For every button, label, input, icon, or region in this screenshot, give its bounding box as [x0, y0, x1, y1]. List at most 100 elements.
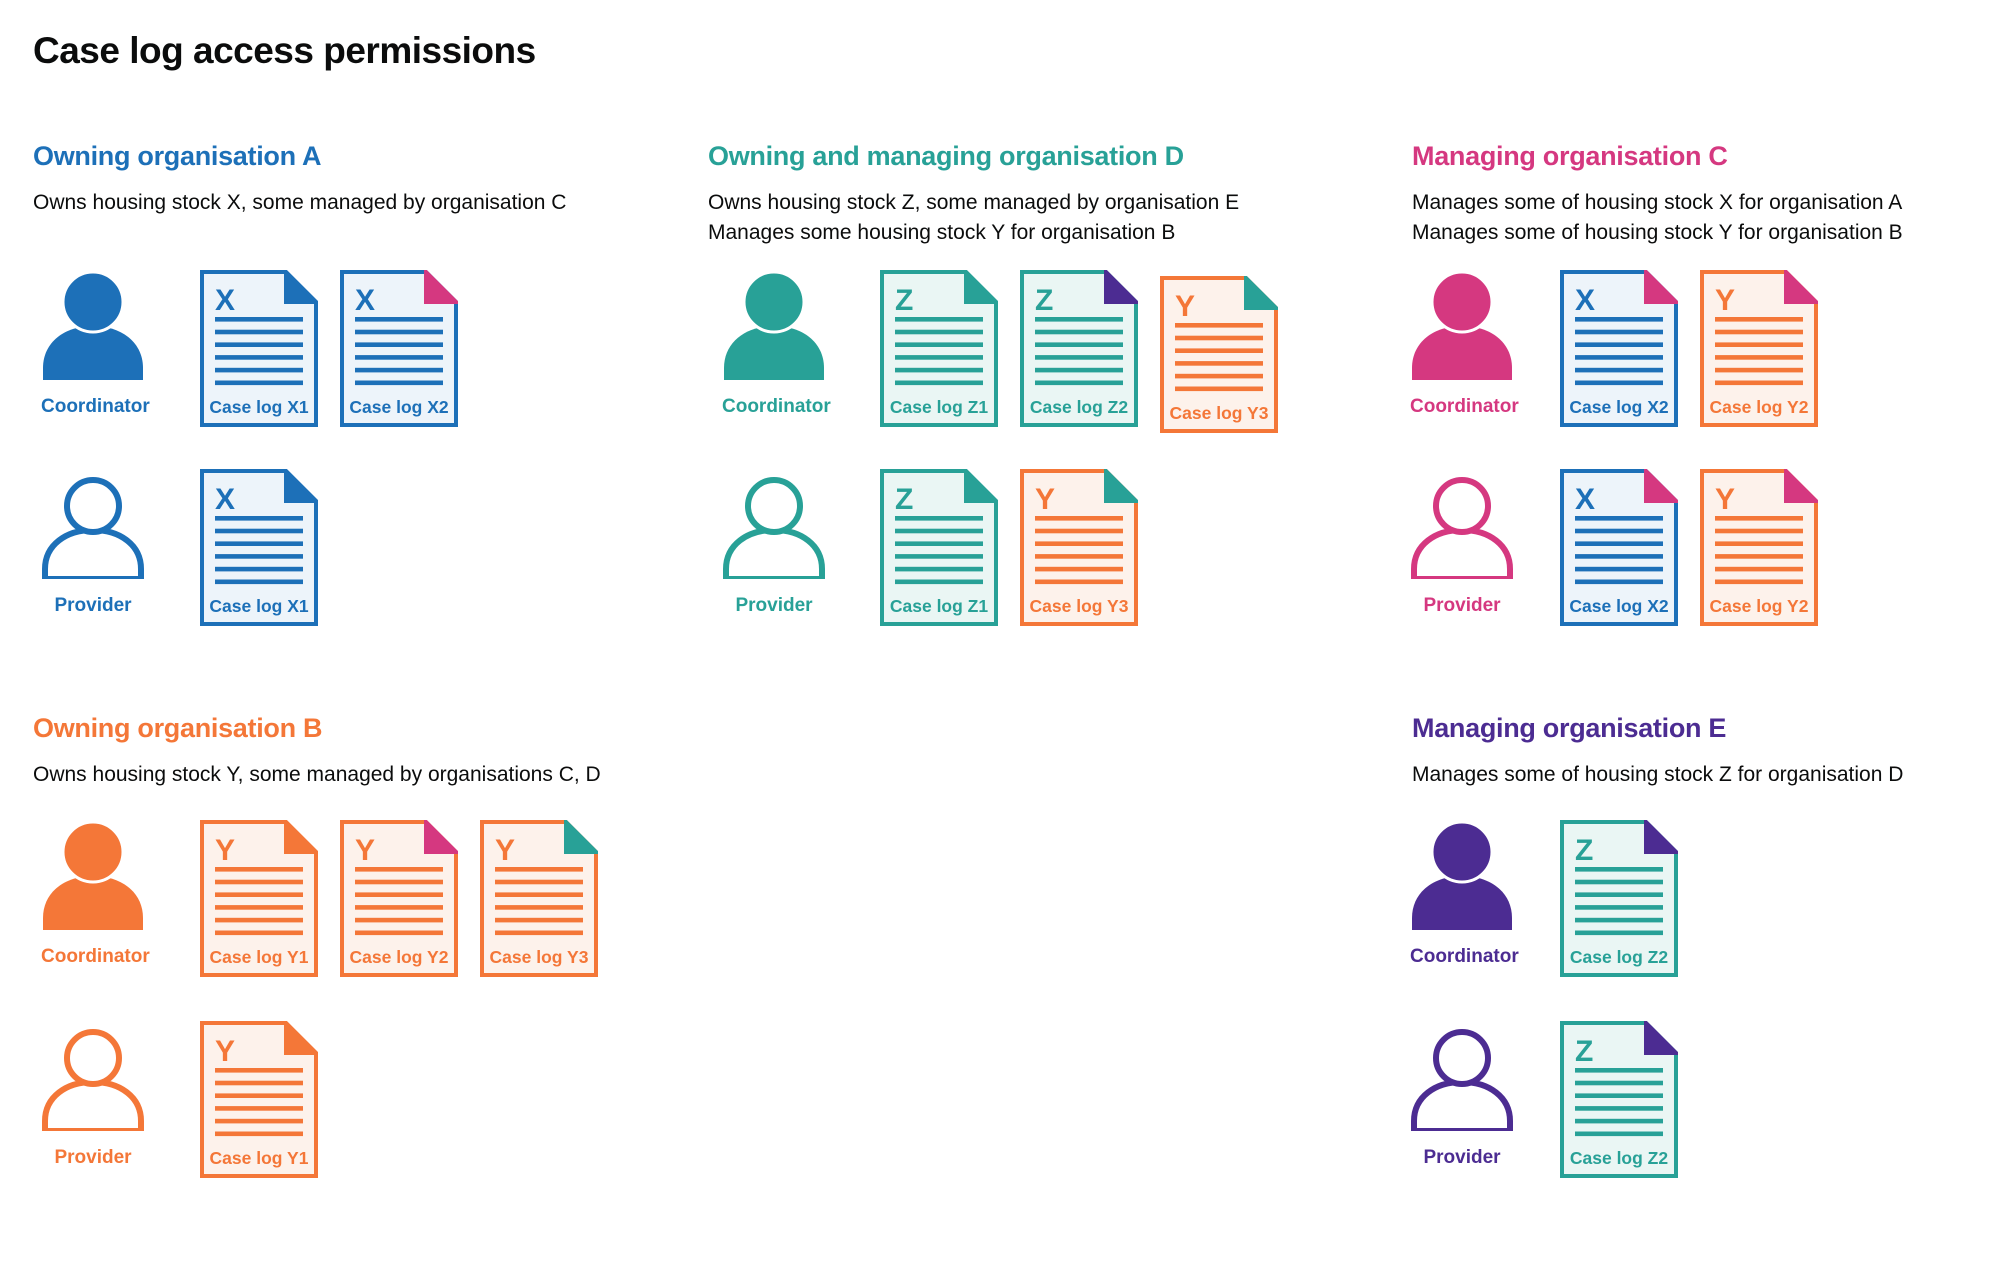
case-log-label: Case log Z2 [1570, 1148, 1668, 1168]
case-log-label: Case log X1 [209, 397, 308, 417]
person-role-label: Provider [1423, 1147, 1501, 1168]
case-log-doc: Z Case log Z1 [880, 270, 998, 427]
case-log-doc: X Case log X2 [1560, 469, 1678, 626]
stock-letter: X [1575, 483, 1595, 516]
stock-letter: X [355, 284, 375, 317]
case-log-label: Case log X2 [1569, 596, 1668, 616]
person-role-label: Coordinator [41, 946, 150, 967]
section-managing-organisation-c: Managing organisation C Manages some of … [1410, 140, 2000, 626]
stock-letter: Z [1575, 834, 1593, 867]
case-log-label: Case log Y2 [1710, 397, 1809, 417]
case-log-doc: Z Case log Z1 [880, 469, 998, 626]
stock-letter: Y [355, 834, 375, 867]
case-log-docs: Z Case log Z1 Y Case log Y3 [880, 469, 1138, 626]
coordinator-person: Coordinator [41, 820, 150, 980]
case-log-doc: X Case log X2 [1560, 270, 1678, 427]
case-log-docs: Z Case log Z1 Z Case log Z2 Y Case log Y… [880, 270, 1278, 433]
section-owning-and-managing-organisation-d: Owning and managing organisation D Owns … [708, 140, 1368, 626]
section-heading: Owning organisation B [33, 713, 323, 743]
stock-letter: Y [495, 834, 515, 867]
section-description: Owns housing stock Y, some managed by or… [33, 763, 601, 786]
case-log-label: Case log Y2 [350, 947, 449, 967]
provider-person: Provider [41, 469, 145, 629]
case-log-label: Case log Z1 [890, 397, 988, 417]
case-log-doc: Y Case log Y3 [480, 820, 598, 977]
case-log-label: Case log Z2 [1570, 947, 1668, 967]
stock-letter: Y [1715, 284, 1735, 317]
provider-outline-person-icon [1411, 477, 1513, 579]
coordinator-row: Coordinator X Case log X1 X Case log X2 [33, 270, 693, 440]
stock-letter: Z [895, 284, 913, 317]
person-role-label: Coordinator [1410, 946, 1519, 967]
stock-letter: Y [215, 1035, 235, 1068]
stock-letter: Y [1035, 483, 1055, 516]
section-description: Manages some of housing stock Z for orga… [1412, 763, 1904, 786]
provider-person: Provider [722, 469, 826, 629]
stock-letter: X [215, 483, 235, 516]
coordinator-row: Coordinator Z Case log Z1 Z Case log Z2 … [708, 270, 1368, 440]
coordinator-person: Coordinator [722, 270, 831, 430]
case-log-docs: Y Case log Y1 [200, 1021, 318, 1178]
case-log-docs: Z Case log Z2 [1560, 1021, 1678, 1178]
coordinator-filled-person-icon [1412, 822, 1512, 930]
section-description: Manages some housing stock Y for organis… [708, 221, 1176, 244]
provider-row: Provider Z Case log Z2 [1410, 1021, 2000, 1191]
case-log-doc: Y Case log Y1 [200, 820, 318, 977]
case-log-docs: X Case log X2 Y Case log Y2 [1560, 270, 1818, 427]
section-description: Owns housing stock X, some managed by or… [33, 191, 567, 214]
case-log-docs: Y Case log Y1 Y Case log Y2 Y Case log Y… [200, 820, 598, 977]
provider-person: Provider [41, 1021, 145, 1181]
person-role-label: Provider [1423, 595, 1501, 616]
case-log-label: Case log X2 [349, 397, 448, 417]
case-log-doc: X Case log X2 [340, 270, 458, 427]
case-log-label: Case log X2 [1569, 397, 1668, 417]
person-role-label: Coordinator [722, 396, 831, 417]
case-log-docs: X Case log X2 Y Case log Y2 [1560, 469, 1818, 626]
stock-letter: Z [1035, 284, 1053, 317]
provider-person: Provider [1410, 1021, 1514, 1181]
provider-person: Provider [1410, 469, 1514, 629]
coordinator-filled-person-icon [724, 272, 824, 380]
stock-letter: Z [895, 483, 913, 516]
person-role-label: Coordinator [1410, 396, 1519, 417]
section-heading: Owning organisation A [33, 141, 322, 171]
section-heading: Managing organisation C [1412, 141, 1728, 171]
case-log-doc: Y Case log Y3 [1160, 276, 1278, 433]
coordinator-filled-person-icon [1412, 272, 1512, 380]
coordinator-row: Coordinator Z Case log Z2 [1410, 820, 2000, 990]
coordinator-person: Coordinator [1410, 270, 1519, 430]
case-log-docs: Z Case log Z2 [1560, 820, 1678, 977]
page-title: Case log access permissions [33, 30, 536, 71]
case-log-doc: X Case log X1 [200, 270, 318, 427]
coordinator-filled-person-icon [43, 822, 143, 930]
case-log-label: Case log Y2 [1710, 596, 1809, 616]
case-log-label: Case log Y3 [490, 947, 589, 967]
stock-letter: Y [1175, 290, 1195, 323]
case-log-doc: Z Case log Z2 [1020, 270, 1138, 427]
provider-row: Provider X Case log X2 Y Case log Y2 [1410, 469, 2000, 639]
coordinator-row: Coordinator X Case log X2 Y Case log Y2 [1410, 270, 2000, 440]
case-log-label: Case log Y1 [210, 947, 309, 967]
case-log-doc: X Case log X1 [200, 469, 318, 626]
provider-outline-person-icon [723, 477, 825, 579]
provider-outline-person-icon [42, 477, 144, 579]
section-description: Owns housing stock Z, some managed by or… [708, 191, 1240, 214]
coordinator-person: Coordinator [41, 270, 150, 430]
provider-outline-person-icon [1411, 1029, 1513, 1131]
provider-row: Provider X Case log X1 [33, 469, 693, 639]
coordinator-person: Coordinator [1410, 820, 1519, 980]
case-log-doc: Z Case log Z2 [1560, 820, 1678, 977]
stock-letter: Y [1715, 483, 1735, 516]
section-owning-organisation-b: Owning organisation B Owns housing stock… [33, 712, 693, 1178]
case-log-label: Case log Z2 [1030, 397, 1128, 417]
case-log-doc: Z Case log Z2 [1560, 1021, 1678, 1178]
person-role-label: Coordinator [41, 396, 150, 417]
person-role-label: Provider [54, 1147, 132, 1168]
case-log-doc: Y Case log Y3 [1020, 469, 1138, 626]
case-log-label: Case log Y3 [1030, 596, 1129, 616]
section-managing-organisation-e: Managing organisation E Manages some of … [1410, 712, 2000, 1178]
section-description: Manages some of housing stock Y for orga… [1412, 221, 1903, 244]
case-log-label: Case log Y1 [210, 1148, 309, 1168]
provider-row: Provider Z Case log Z1 Y Case log Y3 [708, 469, 1368, 639]
